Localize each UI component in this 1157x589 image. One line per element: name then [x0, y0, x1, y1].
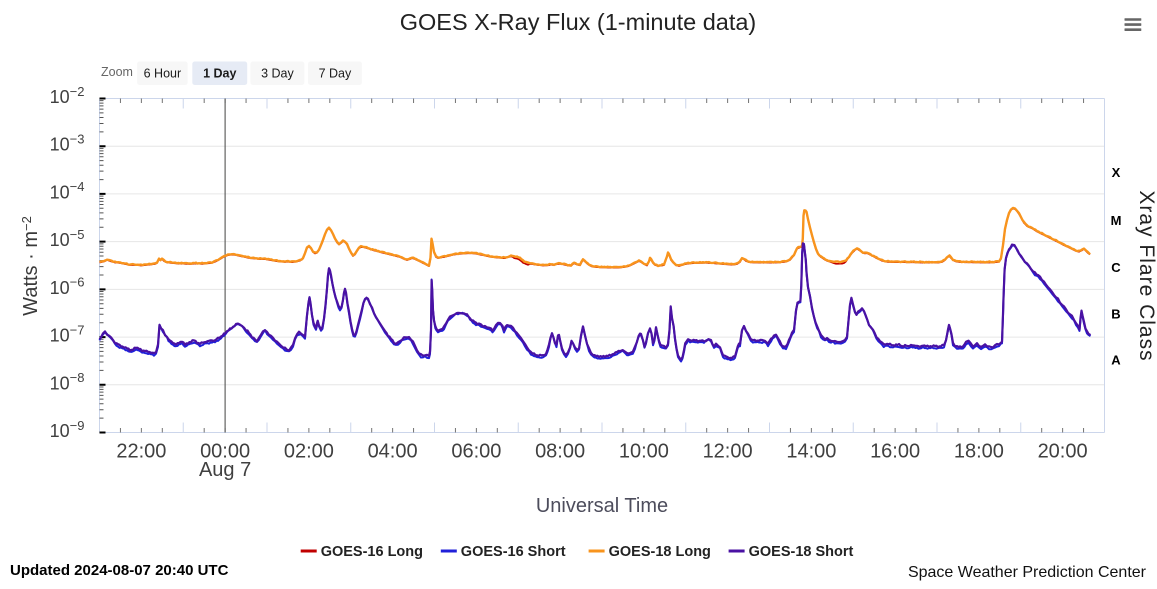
- svg-text:16:00: 16:00: [870, 441, 920, 463]
- svg-text:B: B: [1111, 306, 1120, 321]
- svg-text:GOES-18 Short: GOES-18 Short: [749, 544, 854, 560]
- svg-text:14:00: 14:00: [786, 441, 836, 463]
- svg-text:Updated 2024-08-07 20:40 UTC: Updated 2024-08-07 20:40 UTC: [10, 562, 229, 579]
- svg-text:22:00: 22:00: [116, 441, 166, 463]
- svg-text:6 Hour: 6 Hour: [144, 67, 182, 81]
- svg-text:Aug 7: Aug 7: [199, 459, 251, 481]
- svg-text:Space Weather Prediction Cente: Space Weather Prediction Center: [908, 564, 1147, 581]
- svg-text:06:00: 06:00: [451, 441, 501, 463]
- svg-text:X: X: [1112, 165, 1121, 180]
- svg-text:02:00: 02:00: [284, 441, 334, 463]
- svg-text:12:00: 12:00: [703, 441, 753, 463]
- svg-text:08:00: 08:00: [535, 441, 585, 463]
- svg-text:20:00: 20:00: [1038, 441, 1088, 463]
- svg-text:7 Day: 7 Day: [319, 67, 352, 81]
- svg-text:A: A: [1111, 353, 1121, 368]
- svg-text:1 Day: 1 Day: [203, 67, 236, 81]
- svg-text:18:00: 18:00: [954, 441, 1004, 463]
- svg-text:Zoom: Zoom: [101, 65, 133, 79]
- svg-text:04:00: 04:00: [368, 441, 418, 463]
- svg-text:3 Day: 3 Day: [261, 67, 294, 81]
- svg-text:GOES-18 Long: GOES-18 Long: [609, 544, 711, 560]
- svg-text:M: M: [1111, 213, 1122, 228]
- svg-text:C: C: [1111, 260, 1121, 275]
- svg-text:GOES X-Ray Flux (1-minute data: GOES X-Ray Flux (1-minute data): [400, 9, 757, 35]
- svg-text:Universal Time: Universal Time: [536, 495, 668, 517]
- svg-text:10:00: 10:00: [619, 441, 669, 463]
- svg-text:Watts · m−2: Watts · m−2: [19, 216, 42, 316]
- svg-text:00:00: 00:00: [200, 441, 250, 463]
- svg-text:GOES-16 Long: GOES-16 Long: [321, 544, 423, 560]
- svg-text:GOES-16 Short: GOES-16 Short: [461, 544, 566, 560]
- svg-text:Xray Flare Class: Xray Flare Class: [1135, 190, 1157, 361]
